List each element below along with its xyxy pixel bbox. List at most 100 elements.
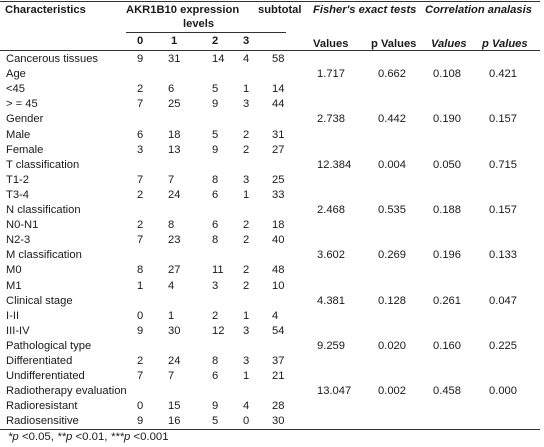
cell-corr-value: 0.196 — [433, 249, 461, 262]
cell-level-2: 5 — [212, 83, 219, 96]
cell-level-0: 0 — [137, 400, 144, 413]
cell-corr-p: 0.000 — [489, 385, 517, 398]
cell-subtotal: 4 — [272, 309, 279, 322]
row-label: N0-N1 — [6, 219, 39, 232]
cell-level-1: 23 — [168, 234, 181, 247]
cell-level-3: 3 — [243, 355, 250, 367]
cell-corr-value: 0.261 — [433, 294, 461, 307]
cell-level-1: 13 — [168, 143, 181, 156]
cell-subtotal: 58 — [272, 53, 285, 65]
cell-level-1: 27 — [168, 264, 181, 277]
cell-level-0: 7 — [137, 234, 144, 247]
top-rule — [0, 1, 540, 2]
header-corr-values: Values — [431, 38, 467, 50]
cell-corr-value: 0.458 — [433, 385, 461, 398]
row-label: Cancerous tissues — [6, 53, 99, 65]
cell-subtotal: 10 — [272, 279, 285, 292]
header-expression-line1: AKR1B10 expression — [126, 4, 240, 16]
footnote-t1: <0.05, — [18, 431, 58, 443]
cell-fisher-value: 2.738 — [317, 113, 345, 126]
footnote-p3: ***p — [110, 431, 131, 443]
cell-level-3: 4 — [243, 53, 250, 65]
cell-subtotal: 14 — [272, 83, 285, 96]
cell-level-3: 2 — [243, 264, 250, 277]
header-characteristics: Characteristics — [5, 4, 86, 16]
header-fisher-p: p Values — [371, 38, 417, 50]
cell-fisher-value: 2.468 — [317, 204, 345, 216]
row-label: Gender — [6, 113, 44, 126]
cell-fisher-value: 4.381 — [317, 294, 345, 307]
row-label: T classification — [6, 158, 80, 171]
cell-fisher-p: 0.002 — [378, 385, 406, 398]
cell-level-1: 25 — [168, 98, 181, 111]
cell-corr-p: 0.133 — [489, 249, 517, 262]
footnote-p2: **p — [57, 431, 73, 443]
cell-level-2: 3 — [212, 279, 219, 292]
header-fisher: Fisher's exact tests — [313, 4, 417, 16]
cell-level-1: 6 — [168, 83, 175, 96]
cell-fisher-p: 0.269 — [378, 249, 406, 262]
cell-fisher-value: 12.384 — [317, 158, 352, 171]
cell-level-1: 24 — [168, 355, 181, 367]
cell-subtotal: 44 — [272, 98, 285, 111]
cell-subtotal: 21 — [272, 370, 285, 383]
cell-level-2: 8 — [212, 234, 219, 247]
cell-level-0: 7 — [137, 173, 144, 186]
cell-level-3: 3 — [243, 98, 250, 111]
cell-level-3: 2 — [243, 234, 250, 247]
row-label: M1 — [6, 279, 22, 292]
cell-level-0: 9 — [137, 415, 144, 428]
cell-level-3: 1 — [243, 188, 250, 201]
cell-corr-value: 0.190 — [433, 113, 461, 126]
cell-level-1: 31 — [168, 53, 181, 65]
cell-corr-p: 0.157 — [489, 113, 517, 126]
cell-subtotal: 33 — [272, 188, 285, 201]
cell-fisher-p: 0.442 — [378, 113, 406, 126]
cell-fisher-p: 0.020 — [378, 339, 406, 352]
cell-level-3: 2 — [243, 219, 250, 232]
row-label: Radiotherapy evaluation — [6, 385, 127, 398]
cell-subtotal: 37 — [272, 355, 285, 367]
cell-level-0: 0 — [137, 309, 144, 322]
cell-level-3: 2 — [243, 279, 250, 292]
cell-level-0: 9 — [137, 324, 144, 337]
row-label: M classification — [6, 249, 82, 262]
cell-corr-p: 0.225 — [489, 339, 517, 352]
cell-level-0: 3 — [137, 143, 144, 156]
row-label: Female — [6, 143, 44, 156]
cell-fisher-p: 0.128 — [378, 294, 406, 307]
cell-level-3: 1 — [243, 370, 250, 383]
cell-level-1: 7 — [168, 173, 175, 186]
row-label: N classification — [6, 204, 81, 216]
cell-level-1: 24 — [168, 188, 181, 201]
row-label: Male — [6, 128, 31, 141]
cell-level-2: 6 — [212, 219, 219, 232]
cell-subtotal: 48 — [272, 264, 285, 277]
cell-subtotal: 27 — [272, 143, 285, 156]
cell-level-2: 6 — [212, 188, 219, 201]
cell-corr-p: 0.157 — [489, 204, 517, 216]
cell-level-2: 5 — [212, 128, 219, 141]
cell-level-2: 2 — [212, 309, 219, 322]
header-level-2: 2 — [212, 35, 219, 47]
header-level-0: 0 — [137, 35, 144, 47]
cell-level-0: 7 — [137, 370, 144, 383]
cell-level-0: 6 — [137, 128, 144, 141]
cell-level-2: 9 — [212, 400, 219, 413]
cell-level-3: 2 — [243, 143, 250, 156]
cell-subtotal: 18 — [272, 219, 285, 232]
cell-level-3: 3 — [243, 324, 250, 337]
row-label: Radioresistant — [6, 400, 78, 413]
header-level-1: 1 — [171, 35, 178, 47]
cell-corr-value: 0.188 — [433, 204, 461, 216]
cell-level-2: 9 — [212, 98, 219, 111]
cell-level-2: 12 — [212, 324, 225, 337]
cell-level-2: 9 — [212, 143, 219, 156]
cell-fisher-value: 9.259 — [317, 339, 345, 352]
row-label: Clinical stage — [6, 294, 73, 307]
cell-level-3: 2 — [243, 128, 250, 141]
cell-level-2: 8 — [212, 355, 219, 367]
cell-level-0: 2 — [137, 219, 144, 232]
cell-level-3: 1 — [243, 83, 250, 96]
cell-subtotal: 40 — [272, 234, 285, 247]
